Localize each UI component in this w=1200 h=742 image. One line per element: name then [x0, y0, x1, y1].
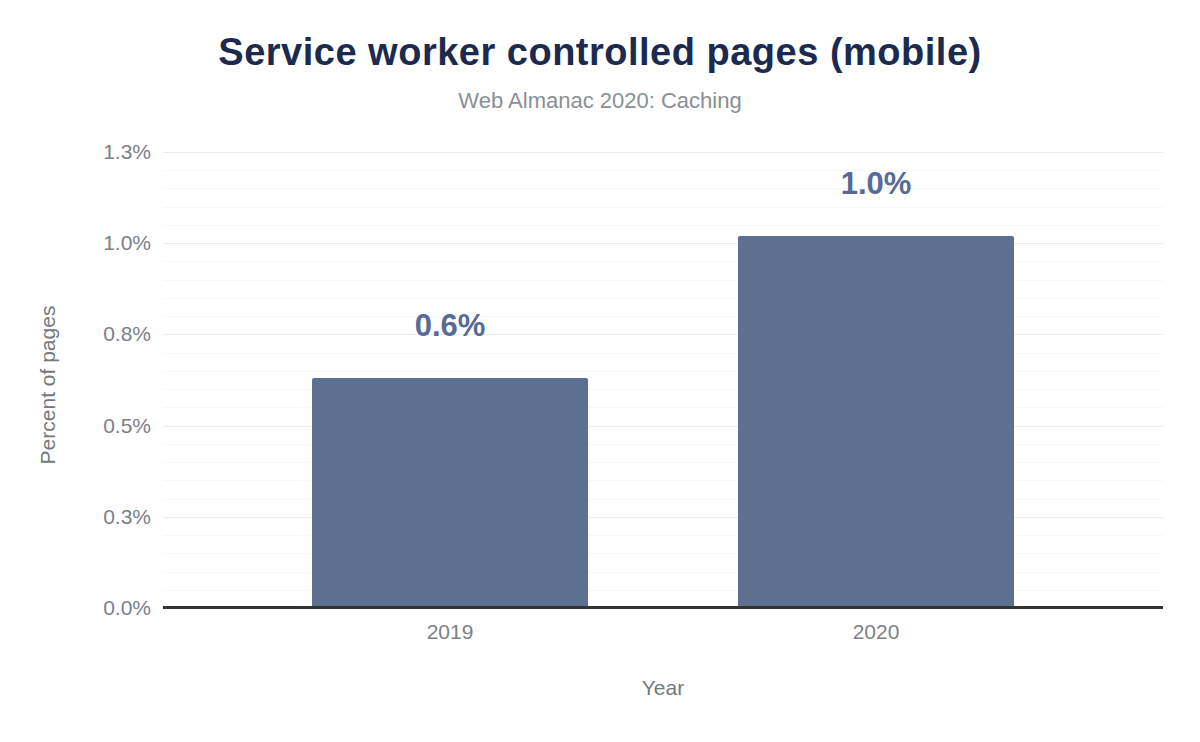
x-axis-line: [163, 606, 1163, 609]
gridline-minor: [163, 225, 1163, 226]
chart-figure: Service worker controlled pages (mobile)…: [0, 0, 1200, 742]
bar-2019[interactable]: [312, 378, 588, 608]
bar-value-label: 1.0%: [756, 168, 996, 199]
y-tick-label: 1.3%: [41, 140, 151, 164]
bar-2020[interactable]: [738, 236, 1014, 608]
x-tick-label: 2019: [330, 617, 570, 647]
x-axis-title: Year: [163, 673, 1163, 703]
bar-value-label: 0.6%: [330, 310, 570, 341]
y-tick-label: 0.0%: [41, 596, 151, 620]
chart-subtitle: Web Almanac 2020: Caching: [0, 88, 1200, 114]
y-axis-title: Percent of pages: [33, 185, 63, 585]
gridline-major: [163, 152, 1163, 153]
gridline-minor: [163, 170, 1163, 171]
x-tick-label: 2020: [756, 617, 996, 647]
gridline-minor: [163, 188, 1163, 189]
plot-area: 0.0%0.3%0.5%0.8%1.0%1.3%0.6%20191.0%2020: [163, 152, 1163, 608]
chart-title: Service worker controlled pages (mobile): [0, 30, 1200, 74]
gridline-minor: [163, 207, 1163, 208]
